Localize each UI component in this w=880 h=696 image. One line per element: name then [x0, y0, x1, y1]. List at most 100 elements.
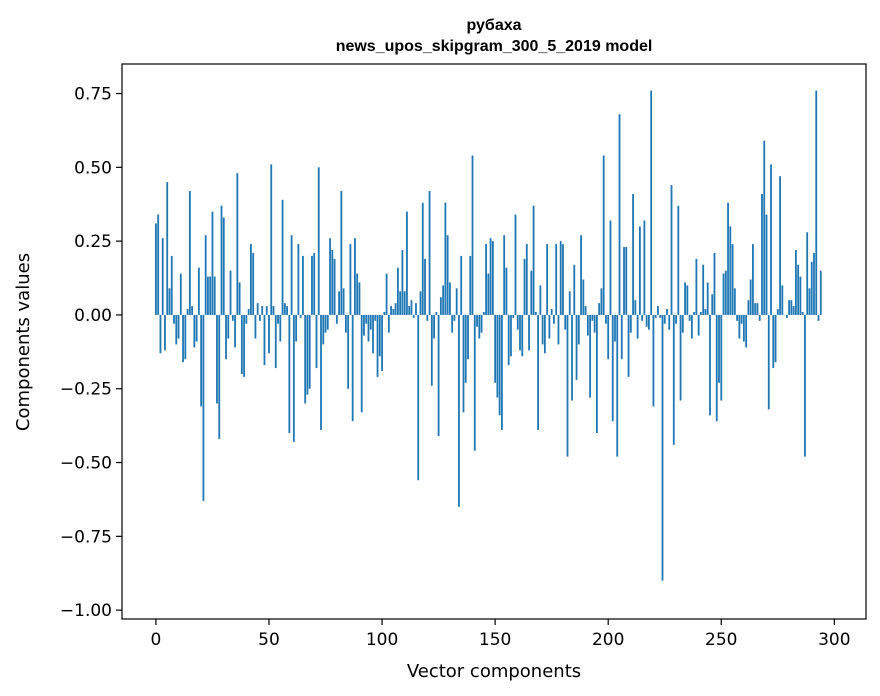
bar — [745, 314, 748, 348]
bar — [666, 309, 668, 315]
x-axis-ticks: 0 50 100 150 200 250 300 — [151, 619, 851, 650]
bar — [173, 314, 175, 324]
bar — [605, 314, 607, 324]
bar — [738, 314, 741, 339]
bar — [159, 314, 162, 354]
bar — [182, 314, 184, 363]
bar — [704, 309, 707, 315]
y-tick-label: −0.75 — [60, 527, 112, 547]
bar-series — [155, 90, 822, 581]
bar — [401, 249, 404, 315]
bar — [254, 314, 257, 339]
bar — [663, 314, 666, 324]
bar — [727, 202, 729, 315]
bar — [168, 288, 171, 315]
bar — [598, 303, 601, 315]
bar — [197, 267, 200, 315]
bar — [501, 314, 503, 431]
x-tick-label: 0 — [151, 630, 162, 650]
bar — [525, 244, 528, 315]
bar — [684, 282, 686, 315]
bar — [155, 223, 157, 315]
x-tick-label: 150 — [479, 630, 511, 650]
bar — [283, 303, 286, 315]
bar — [550, 309, 553, 315]
bar — [378, 314, 381, 357]
bar — [607, 314, 610, 360]
bar — [261, 306, 264, 315]
bar — [659, 314, 662, 318]
bar — [451, 314, 454, 333]
bar — [584, 306, 587, 315]
bar — [338, 291, 340, 315]
bar — [627, 314, 630, 377]
bar — [577, 314, 580, 345]
bar — [207, 276, 209, 315]
bar — [175, 314, 178, 345]
bar — [446, 235, 449, 315]
bar — [548, 314, 551, 339]
bar — [537, 314, 539, 431]
bar — [376, 314, 379, 377]
bar — [600, 288, 603, 315]
y-axis-label: Components values — [13, 253, 34, 431]
bar — [801, 311, 804, 315]
bar — [324, 314, 327, 333]
bar — [496, 314, 499, 398]
bar — [487, 273, 490, 315]
bar — [519, 314, 521, 351]
bar — [392, 309, 395, 315]
bar — [372, 314, 374, 354]
bar — [521, 314, 524, 357]
bar — [611, 314, 614, 422]
bar — [582, 279, 585, 315]
bar — [209, 276, 212, 315]
bar — [299, 314, 302, 318]
bar — [335, 314, 338, 324]
bar — [636, 314, 639, 339]
y-tick-label: 0.00 — [74, 306, 112, 326]
bar — [695, 258, 698, 315]
bar — [410, 300, 413, 315]
bar — [473, 314, 476, 451]
bar — [247, 309, 250, 315]
bar — [752, 244, 754, 315]
bar — [340, 190, 343, 315]
bar — [213, 276, 216, 315]
bar — [186, 309, 189, 315]
bar — [449, 282, 451, 315]
bar — [406, 211, 408, 315]
bar — [222, 217, 225, 315]
bar — [494, 314, 497, 383]
bar — [412, 314, 415, 318]
bar — [690, 314, 693, 339]
bar — [672, 314, 675, 445]
bar — [220, 205, 223, 315]
bar — [806, 232, 809, 315]
bar — [442, 285, 445, 315]
bar — [358, 282, 361, 315]
bar — [363, 314, 365, 336]
bar — [733, 288, 736, 315]
bar — [532, 205, 535, 315]
bar — [779, 176, 781, 315]
x-axis-label: Vector components — [407, 661, 581, 682]
bar — [464, 314, 467, 383]
bar — [799, 276, 802, 315]
bar — [709, 314, 711, 416]
bar — [593, 314, 596, 333]
bar — [476, 314, 478, 327]
bar — [277, 314, 279, 324]
bar — [177, 314, 180, 339]
bar — [772, 314, 775, 369]
bar — [715, 314, 718, 422]
bar — [444, 202, 447, 315]
bar — [250, 244, 252, 315]
plot-area-frame — [121, 63, 867, 620]
bar — [575, 314, 578, 380]
bar — [313, 252, 316, 315]
bar — [347, 314, 350, 389]
bar — [279, 314, 282, 342]
bar — [589, 314, 592, 398]
